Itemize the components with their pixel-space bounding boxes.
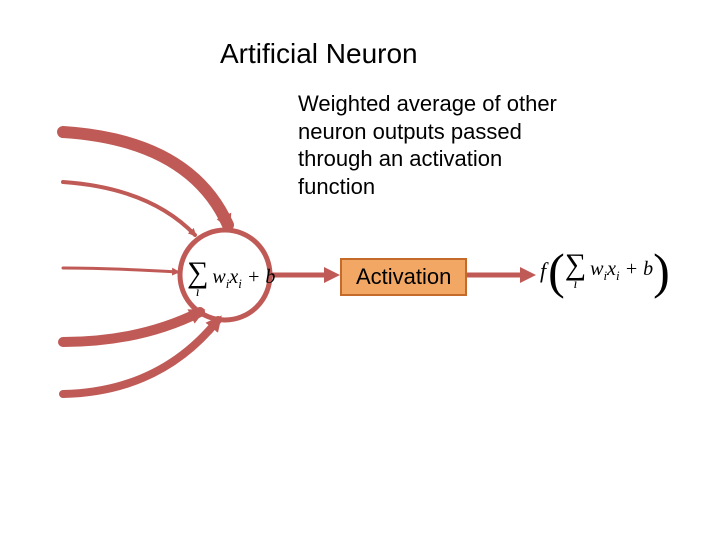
activation-box: Activation [340,258,467,296]
left-paren: ( [548,246,565,296]
sigma-symbol-2: ∑ [565,250,586,280]
input-arrow [63,312,200,342]
f-symbol: f [540,258,546,284]
input-arrow [63,268,178,272]
full-term: wixi + b [590,258,653,284]
input-arrow [63,182,195,235]
sum-term: wixi + b [212,266,275,292]
diagram-description: Weighted average of other neuron outputs… [298,90,568,200]
sum-formula: ∑ i wixi + b [187,258,275,300]
right-paren: ) [653,246,670,296]
diagram-title: Artificial Neuron [220,38,418,70]
sigma-subscript: i [196,286,200,300]
sigma-symbol: ∑ [187,258,208,288]
output-formula: f ( ∑ i wixi + b ) [540,246,670,296]
input-arrow [63,132,228,225]
sigma-subscript-2: i [574,278,578,292]
